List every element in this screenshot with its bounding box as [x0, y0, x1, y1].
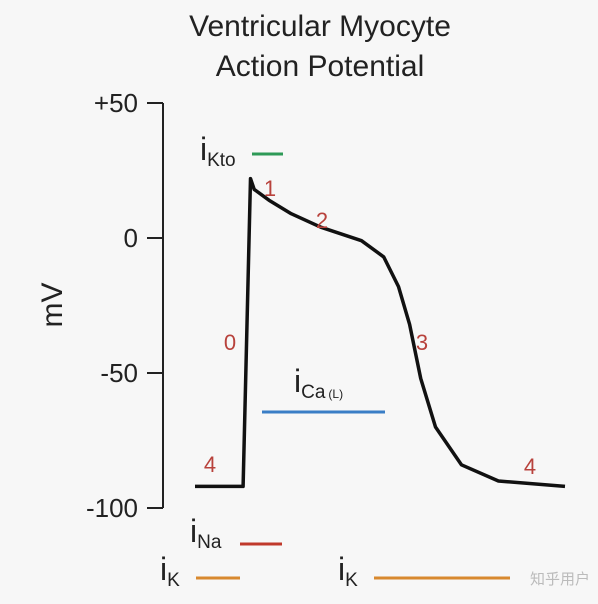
- phase-label: 1: [264, 176, 276, 201]
- y-tick-label: +50: [94, 88, 138, 118]
- phase-label: 4: [524, 454, 536, 479]
- y-tick-label: 0: [124, 223, 138, 253]
- y-axis-label: mV: [36, 283, 69, 328]
- phase-label: 3: [416, 330, 428, 355]
- current-symbol: i: [200, 131, 207, 167]
- current-subscript: Na: [197, 532, 222, 553]
- current-label: iK: [338, 551, 358, 591]
- action-potential-line: [195, 176, 566, 489]
- current-suffix: (L): [328, 387, 343, 401]
- current-subscript: Kto: [207, 150, 236, 171]
- current-symbol: i: [190, 513, 197, 549]
- current-subscript: K: [167, 570, 180, 591]
- current-symbol: i: [160, 551, 167, 587]
- chart-title: Action Potential: [216, 50, 424, 83]
- current-label: iK: [160, 551, 180, 591]
- phase-label: 2: [316, 208, 328, 233]
- y-tick-label: -100: [86, 493, 138, 523]
- current-label: iKto: [200, 131, 236, 171]
- watermark: 知乎用户: [530, 570, 590, 588]
- current-subscript: K: [345, 570, 358, 591]
- current-label: iCa (L): [294, 363, 343, 403]
- current-label: iNa: [190, 513, 222, 553]
- current-symbol: i: [338, 551, 345, 587]
- phase-label: 0: [224, 330, 236, 355]
- current-subscript: Ca: [301, 382, 326, 403]
- phase-label: 4: [204, 452, 216, 477]
- y-tick-label: -50: [100, 358, 138, 388]
- current-symbol: i: [294, 363, 301, 399]
- chart-title: Ventricular Myocyte: [189, 10, 451, 43]
